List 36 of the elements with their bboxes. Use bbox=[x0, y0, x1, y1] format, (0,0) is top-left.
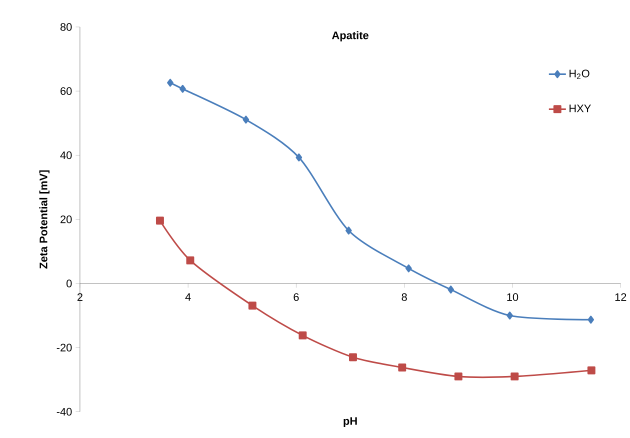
legend-label: H$_{2}$O bbox=[570, 70, 590, 80]
point bbox=[298, 332, 307, 340]
point bbox=[296, 154, 302, 162]
point bbox=[405, 264, 412, 273]
x-axis-title: pH bbox=[344, 417, 357, 428]
point bbox=[587, 366, 596, 374]
y-tick-label: 20 bbox=[60, 216, 72, 224]
point bbox=[588, 316, 594, 324]
y-tick-label: -40 bbox=[56, 408, 72, 416]
point bbox=[398, 364, 406, 372]
x-tick-label: 6 bbox=[294, 293, 299, 302]
point bbox=[156, 216, 164, 225]
x-tick-label: 8 bbox=[402, 293, 407, 302]
point bbox=[510, 372, 519, 381]
point bbox=[167, 78, 174, 87]
x-tick-label: 12 bbox=[615, 293, 626, 302]
point bbox=[345, 226, 352, 235]
point bbox=[242, 116, 250, 124]
point bbox=[348, 353, 357, 362]
y-tick-label: -20 bbox=[56, 344, 72, 352]
x-tick-label: 2 bbox=[77, 293, 82, 302]
x-tick-label: 10 bbox=[507, 293, 518, 302]
y-axis-title: Zeta Potential [mV] bbox=[39, 170, 50, 269]
point bbox=[506, 312, 513, 320]
y-tick-label: 40 bbox=[60, 151, 72, 160]
point bbox=[454, 372, 462, 381]
y-tick-label: 80 bbox=[60, 23, 72, 31]
point bbox=[448, 286, 454, 294]
y-tick-label: 0 bbox=[66, 280, 72, 288]
point bbox=[248, 302, 256, 310]
x-tick-label: 4 bbox=[185, 293, 191, 301]
point bbox=[179, 85, 186, 93]
y-tick-label: 60 bbox=[60, 87, 72, 96]
chart-title: Apatite bbox=[332, 31, 368, 42]
legend-label: HXY bbox=[570, 104, 591, 112]
point bbox=[186, 256, 194, 265]
